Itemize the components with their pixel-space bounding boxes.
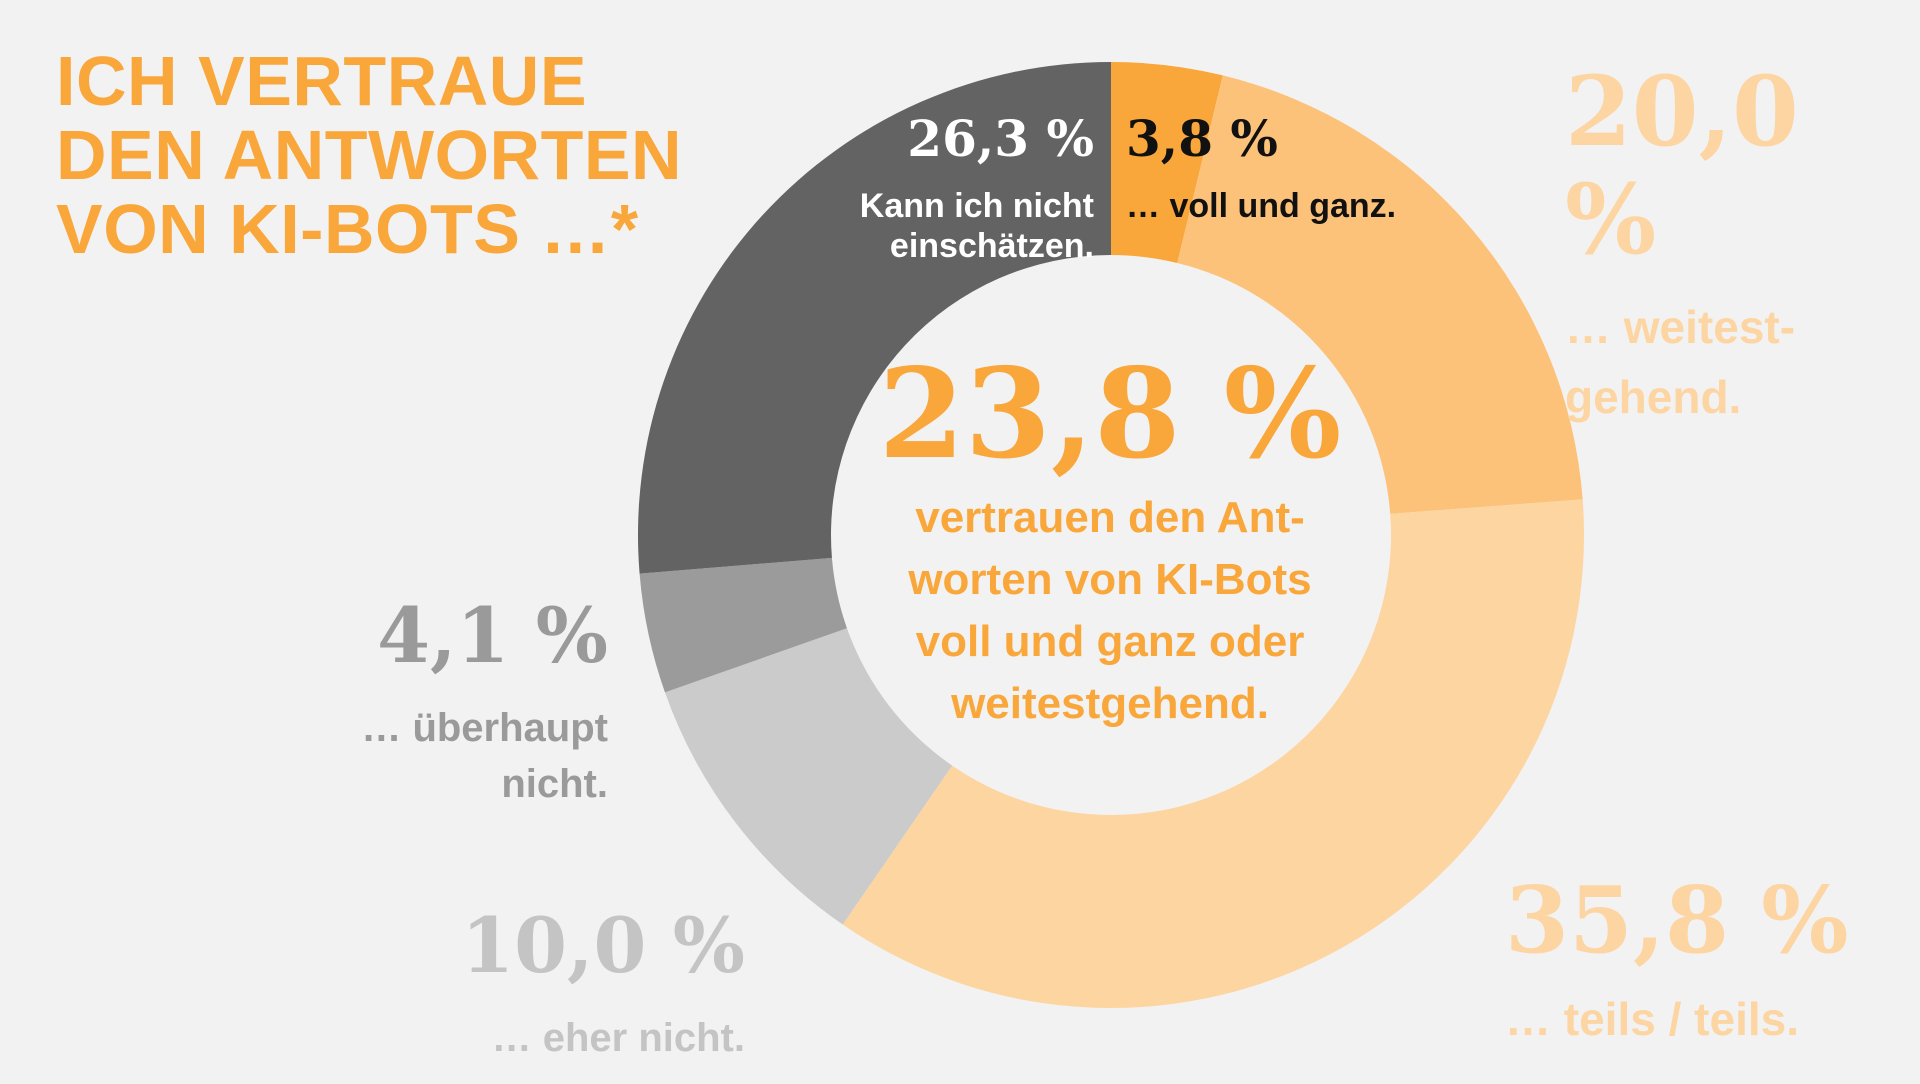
slice-value-label: 20,0 %: [1565, 55, 1799, 276]
label-voll-und-ganz: 3,8 % … voll und ganz.: [1126, 92, 1396, 244]
donut-slice-dunno: [638, 62, 1111, 574]
slice-value-label: 4,1 %: [377, 591, 608, 680]
center-text: vertrauen den Ant- worten von KI-Bots vo…: [908, 493, 1312, 728]
label-eher-nicht: 10,0 % … eher nicht.: [461, 882, 745, 1084]
slice-value-label: 3,8 %: [1126, 109, 1278, 168]
slice-category-label: … eher nicht.: [491, 1016, 745, 1060]
chart-title: ICH VERTRAUE DEN ANTWORTEN VON KI-BOTS ……: [56, 42, 683, 268]
label-ueberhaupt-nicht: 4,1 % … überhaupt nicht.: [361, 572, 608, 830]
donut-slice-weit: [1177, 75, 1583, 514]
slice-category-label: Kann ich nicht einschätzen.: [859, 187, 1094, 265]
donut-slice-ueber: [639, 557, 847, 693]
slice-value-label: 10,0 %: [461, 901, 745, 990]
center-summary: 23,8 % vertrauen den Ant- worten von KI-…: [860, 345, 1360, 735]
donut-slice-teils: [842, 499, 1584, 1008]
slice-category-label: … weitest- gehend.: [1565, 301, 1796, 423]
slice-category-label: … überhaupt nicht.: [361, 706, 608, 806]
slice-value-label: 35,8 %: [1505, 866, 1849, 974]
slice-category-label: … voll und ganz.: [1126, 187, 1397, 225]
center-value: 23,8 %: [878, 342, 1342, 487]
label-weitestgehend: 20,0 % … weitest- gehend.: [1565, 40, 1920, 450]
donut-slices: [638, 62, 1584, 1008]
slice-value-label: 26,3 %: [907, 109, 1094, 168]
donut-slice-eher: [664, 628, 953, 925]
label-kann-nicht-einschaetzen: 26,3 % Kann ich nicht einschätzen.: [860, 92, 1094, 284]
label-teils-teils: 35,8 % … teils / teils.: [1505, 850, 1849, 1066]
donut-slice-voll: [1111, 62, 1223, 263]
slice-category-label: … teils / teils.: [1505, 993, 1799, 1045]
